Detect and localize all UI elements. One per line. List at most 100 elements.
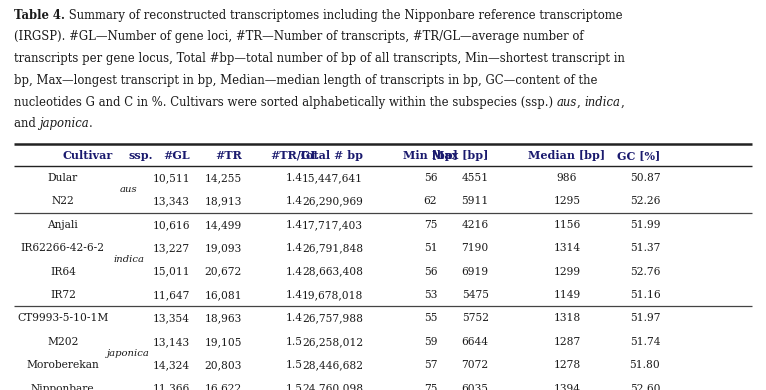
Text: 5752: 5752 xyxy=(462,314,489,323)
Text: 1394: 1394 xyxy=(553,384,581,390)
Text: 52.26: 52.26 xyxy=(630,197,660,206)
Text: #TR/GL: #TR/GL xyxy=(270,150,318,161)
Text: 20,803: 20,803 xyxy=(205,360,242,370)
Text: 51: 51 xyxy=(424,243,437,253)
Text: nucleotides G and C in %. Cultivars were sorted alphabetically within the subspe: nucleotides G and C in %. Cultivars were… xyxy=(14,96,557,109)
Text: Median [bp]: Median [bp] xyxy=(529,150,605,161)
Text: 1318: 1318 xyxy=(553,314,581,323)
Text: 13,343: 13,343 xyxy=(153,197,190,206)
Text: ssp.: ssp. xyxy=(129,150,153,161)
Text: Moroberekan: Moroberekan xyxy=(27,360,99,370)
Text: 51.99: 51.99 xyxy=(630,220,660,230)
Text: 56: 56 xyxy=(424,267,437,277)
Text: 6644: 6644 xyxy=(462,337,489,347)
Text: 53: 53 xyxy=(424,290,437,300)
Text: Total # bp: Total # bp xyxy=(299,150,363,161)
Text: M202: M202 xyxy=(47,337,78,347)
Text: 6035: 6035 xyxy=(462,384,489,390)
Text: 1.5: 1.5 xyxy=(286,337,303,347)
Text: 15,011: 15,011 xyxy=(152,267,190,277)
Text: 13,143: 13,143 xyxy=(153,337,190,347)
Text: 1314: 1314 xyxy=(553,243,581,253)
Text: #TR: #TR xyxy=(215,150,242,161)
Text: 59: 59 xyxy=(424,337,437,347)
Text: 16,622: 16,622 xyxy=(205,384,242,390)
Text: 26,258,012: 26,258,012 xyxy=(302,337,363,347)
Text: 15,447,641: 15,447,641 xyxy=(302,173,363,183)
Text: 5911: 5911 xyxy=(461,197,489,206)
Text: Dular: Dular xyxy=(47,173,78,183)
Text: 11,366: 11,366 xyxy=(152,384,190,390)
Text: 75: 75 xyxy=(424,384,437,390)
Text: 1.4: 1.4 xyxy=(286,267,303,277)
Text: 1149: 1149 xyxy=(553,290,581,300)
Text: 51.16: 51.16 xyxy=(630,290,660,300)
Text: 55: 55 xyxy=(424,314,437,323)
Text: (IRGSP). #GL—Number of gene loci, #TR—Number of transcripts, #TR/GL—average numb: (IRGSP). #GL—Number of gene loci, #TR—Nu… xyxy=(14,30,584,43)
Text: Summary of reconstructed transcriptomes including the Nipponbare reference trans: Summary of reconstructed transcriptomes … xyxy=(65,9,623,21)
Text: 1.4: 1.4 xyxy=(286,290,303,300)
Text: 7072: 7072 xyxy=(462,360,489,370)
Text: Table 4.: Table 4. xyxy=(14,9,65,21)
Text: 26,791,848: 26,791,848 xyxy=(302,243,363,253)
Text: indica: indica xyxy=(113,255,144,264)
Text: bp, Max—longest transcript in bp, Median—median length of transcripts in bp, GC—: bp, Max—longest transcript in bp, Median… xyxy=(14,74,597,87)
Text: 75: 75 xyxy=(424,220,437,230)
Text: 16,081: 16,081 xyxy=(205,290,242,300)
Text: Nipponbare: Nipponbare xyxy=(31,384,95,390)
Text: 1295: 1295 xyxy=(553,197,581,206)
Text: 1.4: 1.4 xyxy=(286,314,303,323)
Text: 10,511: 10,511 xyxy=(152,173,190,183)
Text: 24,760,098: 24,760,098 xyxy=(302,384,363,390)
Text: 14,324: 14,324 xyxy=(153,360,190,370)
Text: 4216: 4216 xyxy=(462,220,489,230)
Text: japonica: japonica xyxy=(39,117,89,130)
Text: 17,717,403: 17,717,403 xyxy=(302,220,363,230)
Text: 1156: 1156 xyxy=(553,220,581,230)
Text: 1.5: 1.5 xyxy=(286,360,303,370)
Text: aus: aus xyxy=(119,185,138,194)
Text: 13,227: 13,227 xyxy=(153,243,190,253)
Text: 26,290,969: 26,290,969 xyxy=(303,197,363,206)
Text: 51.80: 51.80 xyxy=(630,360,660,370)
Text: 18,963: 18,963 xyxy=(205,314,242,323)
Text: 19,105: 19,105 xyxy=(205,337,242,347)
Text: aus: aus xyxy=(557,96,577,109)
Text: 14,255: 14,255 xyxy=(205,173,242,183)
Text: 50.87: 50.87 xyxy=(630,173,660,183)
Text: N22: N22 xyxy=(51,197,74,206)
Text: 986: 986 xyxy=(557,173,577,183)
Text: 1.4: 1.4 xyxy=(286,243,303,253)
Text: IR62266-42-6-2: IR62266-42-6-2 xyxy=(21,243,105,253)
Text: 7190: 7190 xyxy=(461,243,489,253)
Text: 18,913: 18,913 xyxy=(205,197,242,206)
Text: 56: 56 xyxy=(424,173,437,183)
Text: 1.5: 1.5 xyxy=(286,384,303,390)
Text: #GL: #GL xyxy=(163,150,190,161)
Text: CT9993-5-10-1M: CT9993-5-10-1M xyxy=(17,314,109,323)
Text: 28,663,408: 28,663,408 xyxy=(302,267,363,277)
Text: indica: indica xyxy=(584,96,620,109)
Text: 19,678,018: 19,678,018 xyxy=(302,290,363,300)
Text: IR64: IR64 xyxy=(50,267,76,277)
Text: 57: 57 xyxy=(424,360,437,370)
Text: 51.74: 51.74 xyxy=(630,337,660,347)
Text: 14,499: 14,499 xyxy=(205,220,242,230)
Text: 1.4: 1.4 xyxy=(286,220,303,230)
Text: 52.60: 52.60 xyxy=(630,384,660,390)
Text: 4551: 4551 xyxy=(462,173,489,183)
Text: 1.4: 1.4 xyxy=(286,197,303,206)
Text: transcripts per gene locus, Total #bp—total number of bp of all transcripts, Min: transcripts per gene locus, Total #bp—to… xyxy=(14,52,624,65)
Text: 26,757,988: 26,757,988 xyxy=(302,314,363,323)
Text: 1278: 1278 xyxy=(553,360,581,370)
Text: 6919: 6919 xyxy=(462,267,489,277)
Text: GC [%]: GC [%] xyxy=(617,150,660,161)
Text: 52.76: 52.76 xyxy=(630,267,660,277)
Text: 1299: 1299 xyxy=(553,267,581,277)
Text: Min [bp]: Min [bp] xyxy=(403,150,458,161)
Text: ,: , xyxy=(620,96,624,109)
Text: 28,446,682: 28,446,682 xyxy=(302,360,363,370)
Text: 62: 62 xyxy=(424,197,437,206)
Text: IR72: IR72 xyxy=(50,290,76,300)
Text: Cultivar: Cultivar xyxy=(63,150,113,161)
